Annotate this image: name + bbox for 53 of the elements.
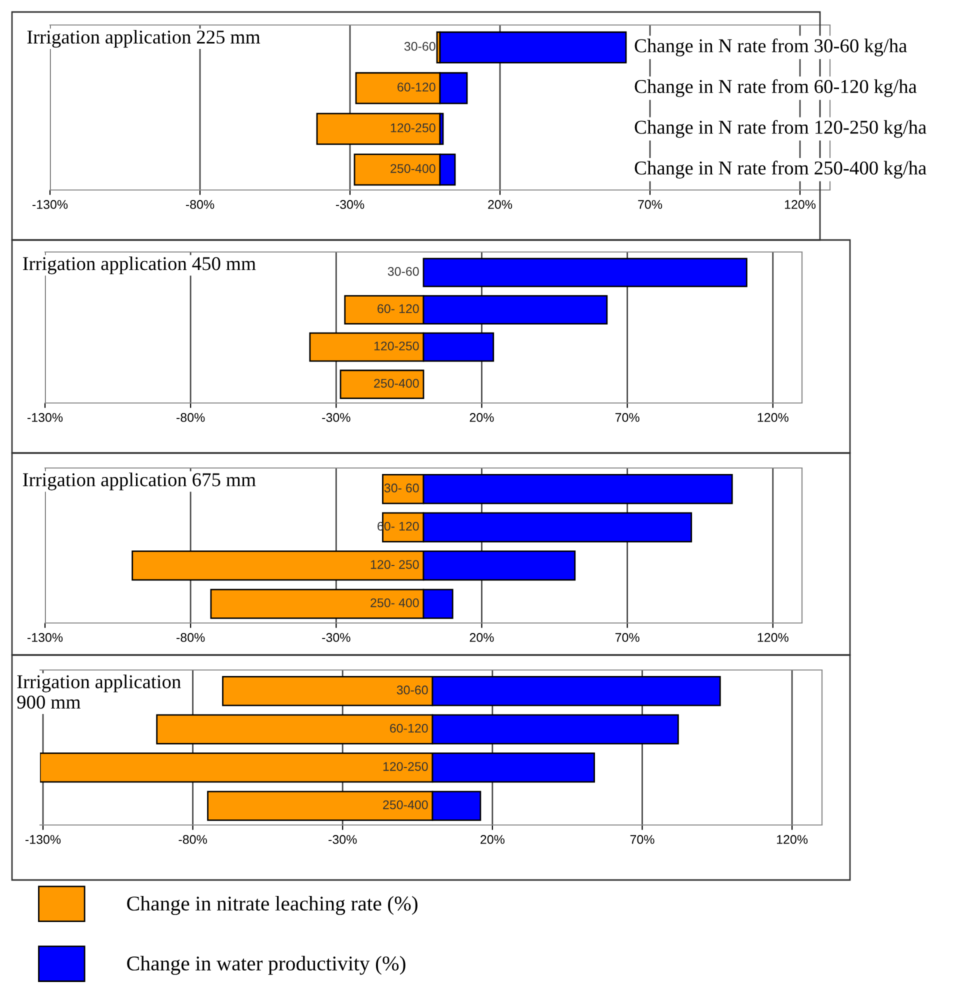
y-tick-label: 30- 60 [384,484,419,492]
y-tick-label: 60-120 [398,82,436,92]
x-tick-label: -30% [322,413,350,422]
y-tick-label: 120-250 [383,762,428,771]
x-tick-label: -30% [336,200,364,209]
bar [439,31,627,64]
x-tick-label: -80% [186,200,214,209]
bar [316,112,441,145]
x-tick-label: -30% [322,633,350,642]
x-tick-label: -80% [178,835,207,844]
y-tick-label: 60- 120 [378,304,419,314]
y-tick-label: 120-250 [374,342,419,350]
text: Irrigation application 900 mm [17,674,181,709]
y-tick-label: 250-400 [383,800,428,810]
x-tick-label: -30% [328,835,357,844]
x-tick-label: -80% [176,413,205,422]
y-tick-label: 250- 400 [370,598,419,608]
y-tick-label: 30-60 [388,267,419,276]
x-tick-label: 70% [638,200,662,209]
x-tick-label: 120% [784,200,816,209]
chart-title: Irrigation application 675 mm [22,472,256,490]
y-tick-label: 250-400 [390,164,436,173]
x-tick-label: 70% [615,633,640,642]
x-tick-label: 70% [630,835,654,844]
legend-label: Change in nitrate leaching rate (%) [127,896,418,915]
chart-title: Irrigation application 450 mm [22,256,256,274]
annotation: Change in N rate from 120-250 kg/ha [634,120,926,138]
x-tick-label: 70% [615,413,640,422]
y-tick-label: 250-400 [374,378,419,388]
x-tick-label: -130% [27,633,63,642]
y-tick-label: 120- 250 [370,560,419,569]
bar [422,258,748,288]
y-tick-label: 30-60 [396,686,428,694]
x-tick-label: 120% [758,633,788,642]
annotation: Change in N rate from 30-60 kg/ha [634,38,907,56]
x-tick-label: -130% [27,413,63,422]
annotation: Change in N rate from 60-120 kg/ha [634,79,917,98]
x-tick-label: 20% [470,633,494,642]
bar [340,370,424,400]
x-tick-label: 120% [777,835,808,844]
x-tick-label: -130% [32,200,68,209]
y-tick-label: 60-120 [390,724,428,733]
annotation: Change in N rate from 250-400 kg/ha [634,160,926,179]
x-tick-label: -130% [25,835,61,844]
chart-title: Irrigation application 225 mm [27,30,260,48]
y-tick-label: 30-60 [404,42,436,51]
legend-label: Change in water productivity (%) [127,956,406,975]
x-tick-label: 20% [480,835,504,844]
x-tick-label: 120% [758,413,788,422]
y-tick-label: 120-250 [390,123,436,132]
x-tick-label: 20% [470,413,494,422]
x-tick-label: 20% [488,200,512,209]
x-tick-label: -80% [176,633,205,642]
